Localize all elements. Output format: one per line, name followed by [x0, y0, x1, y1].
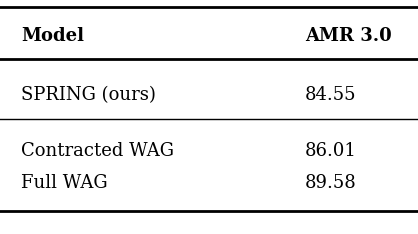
Text: 86.01: 86.01 [305, 142, 357, 160]
Text: Model: Model [21, 27, 84, 45]
Text: Contracted WAG: Contracted WAG [21, 142, 174, 160]
Text: SPRING (ours): SPRING (ours) [21, 86, 156, 104]
Text: 89.58: 89.58 [305, 174, 357, 191]
Text: AMR 3.0: AMR 3.0 [305, 27, 392, 45]
Text: Full WAG: Full WAG [21, 174, 107, 191]
Text: 84.55: 84.55 [305, 86, 357, 104]
